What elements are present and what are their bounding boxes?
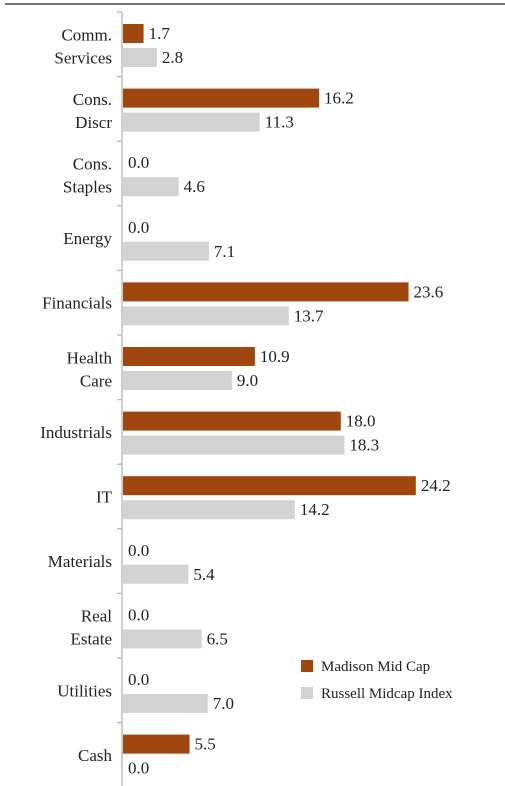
category-label-utilities: Utilities xyxy=(57,681,112,700)
category-label-line: Comm. xyxy=(61,25,112,44)
category-label-line: Materials xyxy=(48,552,112,571)
bar-russell-comm-services xyxy=(123,48,157,67)
value-label-madison-health-care: 10.9 xyxy=(260,347,290,366)
bar-russell-materials xyxy=(123,564,189,584)
value-label-madison-cons-staples: 0.0 xyxy=(128,153,149,172)
value-label-madison-cash: 5.5 xyxy=(195,735,216,754)
value-label-madison-energy: 0.0 xyxy=(128,218,149,237)
bar-russell-industrials xyxy=(123,435,345,455)
bar-madison-industrials xyxy=(123,411,341,431)
category-label-line: Cash xyxy=(78,746,113,765)
bar-madison-it xyxy=(123,476,416,496)
value-label-russell-energy: 7.1 xyxy=(214,242,235,261)
category-label-line: Industrials xyxy=(40,423,112,442)
bar-russell-cons-discr xyxy=(123,112,260,132)
bar-madison-financials xyxy=(123,282,409,302)
value-labels: 1.7 2.8 16.2 11.3 0.0 4.6 0.0 7.1 23.6 13.7 10.99.… xyxy=(128,24,451,778)
legend: Madison Mid Cap Russell Midcap Index xyxy=(301,659,453,702)
bar-madison-cons-discr xyxy=(123,88,320,108)
legend-label-madison: Madison Mid Cap xyxy=(321,659,430,675)
value-label-russell-real-estate: 6.5 xyxy=(207,629,228,648)
bar-russell-utilities xyxy=(123,694,208,713)
category-label-cons-staples: Cons. Staples xyxy=(63,155,112,197)
bar-russell-health-care xyxy=(123,371,232,390)
value-label-madison-materials: 0.0 xyxy=(128,541,149,560)
category-label-materials: Materials xyxy=(48,552,112,571)
category-label-financials: Financials xyxy=(42,294,112,313)
category-label-line: Financials xyxy=(42,294,112,313)
bars-layer xyxy=(123,24,416,754)
category-label-line: Services xyxy=(54,48,112,67)
category-labels: Comm. Services Cons. Discr Cons. Staples Energ… xyxy=(40,25,112,765)
value-label-madison-real-estate: 0.0 xyxy=(128,605,149,624)
category-label-health-care: Health Care xyxy=(67,348,113,390)
bar-madison-comm-services xyxy=(123,24,144,43)
category-label-cash: Cash xyxy=(78,746,113,765)
category-label-line: Discr xyxy=(75,113,112,132)
value-label-russell-utilities: 7.0 xyxy=(213,694,234,713)
category-label-line: Real xyxy=(81,607,112,626)
category-label-line: Care xyxy=(80,371,112,390)
value-label-russell-financials: 13.7 xyxy=(294,306,324,325)
value-label-russell-cons-discr: 11.3 xyxy=(265,113,294,132)
value-label-russell-cons-staples: 4.6 xyxy=(184,177,205,196)
value-label-russell-materials: 5.4 xyxy=(193,565,215,584)
value-label-russell-cash: 0.0 xyxy=(128,759,149,778)
value-label-madison-utilities: 0.0 xyxy=(128,670,149,689)
bar-russell-energy xyxy=(123,241,209,261)
category-label-comm-services: Comm. Services xyxy=(54,25,112,67)
category-label-line: Cons. xyxy=(73,90,112,109)
legend-swatch-madison xyxy=(301,660,313,672)
bar-madison-health-care xyxy=(123,347,255,366)
category-label-real-estate: Real Estate xyxy=(70,607,112,649)
bar-madison-cash xyxy=(123,734,190,754)
value-label-russell-comm-services: 2.8 xyxy=(162,48,183,67)
category-label-energy: Energy xyxy=(63,229,112,248)
category-label-line: Cons. xyxy=(73,155,112,174)
category-axis xyxy=(117,11,123,786)
category-label-it: IT xyxy=(96,488,113,507)
value-label-madison-comm-services: 1.7 xyxy=(149,24,171,43)
value-label-russell-industrials: 18.3 xyxy=(349,436,379,455)
category-label-line: IT xyxy=(96,488,113,507)
category-label-cons-discr: Cons. Discr xyxy=(73,90,113,132)
value-label-madison-cons-discr: 16.2 xyxy=(324,89,354,108)
category-label-line: Estate xyxy=(70,630,112,649)
bar-russell-cons-staples xyxy=(123,177,179,197)
bar-russell-it xyxy=(123,500,295,520)
category-label-line: Health xyxy=(67,348,113,367)
value-label-russell-health-care: 9.0 xyxy=(237,371,258,390)
category-label-line: Staples xyxy=(63,178,112,197)
value-label-madison-financials: 23.6 xyxy=(414,282,444,301)
legend-swatch-russell xyxy=(301,687,313,699)
legend-label-russell: Russell Midcap Index xyxy=(321,686,453,702)
value-label-russell-it: 14.2 xyxy=(300,500,330,519)
value-label-madison-it: 24.2 xyxy=(421,476,451,495)
category-label-line: Energy xyxy=(63,229,112,248)
category-label-line: Utilities xyxy=(57,681,112,700)
category-label-industrials: Industrials xyxy=(40,423,112,442)
bar-russell-real-estate xyxy=(123,629,202,649)
value-label-madison-industrials: 18.0 xyxy=(346,412,376,431)
bar-russell-financials xyxy=(123,306,289,326)
